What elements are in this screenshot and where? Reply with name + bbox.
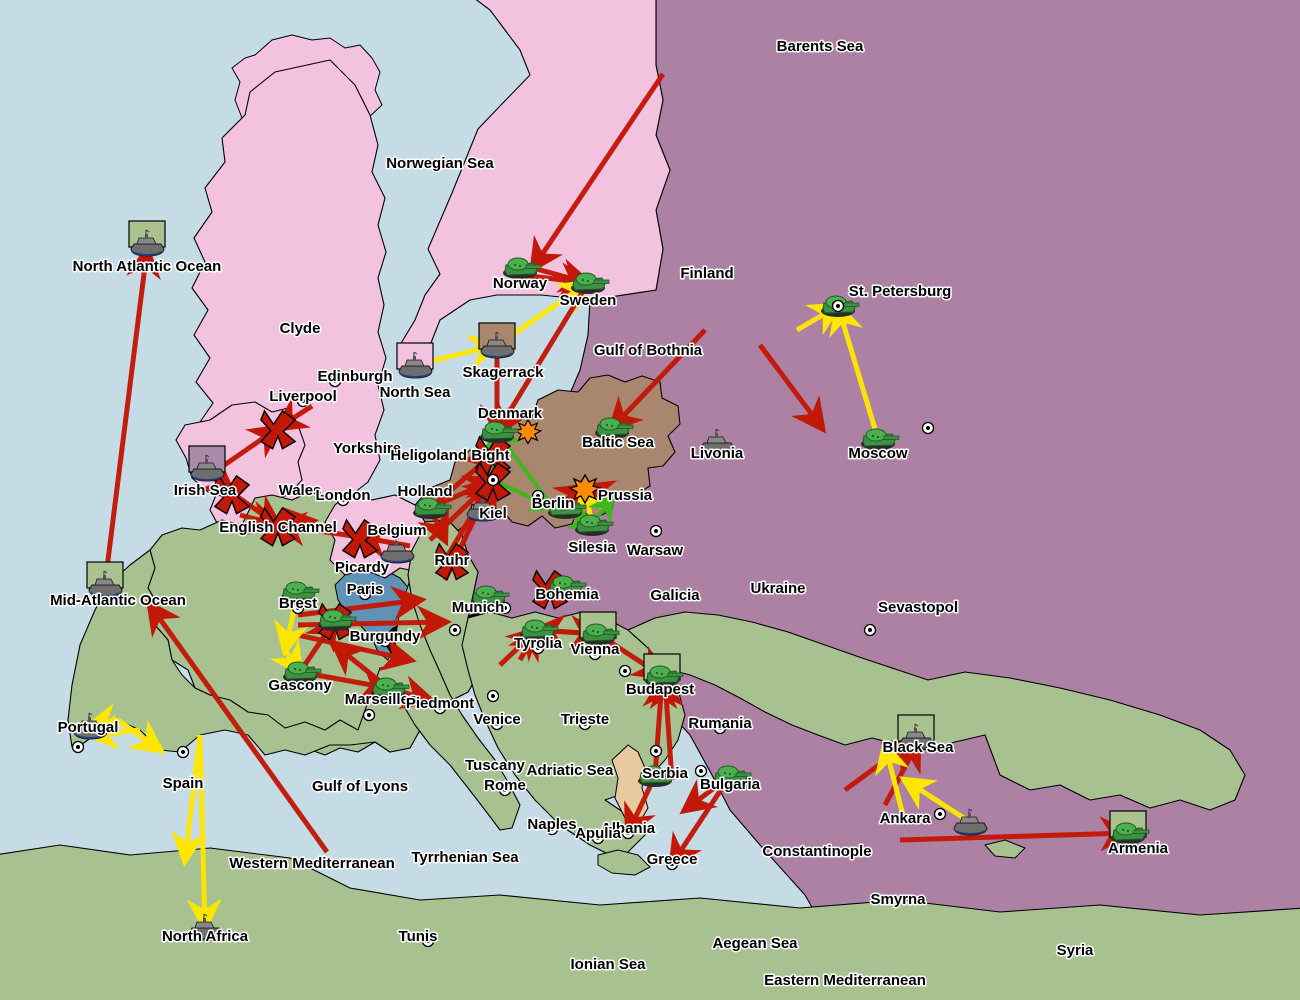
- svg-text:Piedmont: Piedmont: [406, 695, 474, 712]
- svg-text:London: London: [316, 487, 371, 504]
- svg-text:Tuscany: Tuscany: [465, 757, 525, 774]
- svg-text:Irish Sea: Irish Sea: [174, 482, 237, 499]
- svg-text:Sweden: Sweden: [560, 292, 617, 309]
- svg-text:North Sea: North Sea: [380, 384, 452, 401]
- svg-text:Budapest: Budapest: [626, 681, 694, 698]
- svg-text:Spain: Spain: [163, 775, 204, 792]
- svg-text:Gascony: Gascony: [268, 677, 332, 694]
- svg-text:English Channel: English Channel: [219, 519, 337, 536]
- svg-text:North Atlantic Ocean: North Atlantic Ocean: [73, 258, 222, 275]
- svg-text:Moscow: Moscow: [848, 445, 908, 462]
- svg-text:Belgium: Belgium: [367, 522, 426, 539]
- svg-text:Paris: Paris: [347, 581, 384, 598]
- svg-text:Western Mediterranean: Western Mediterranean: [229, 855, 395, 872]
- svg-text:Ruhr: Ruhr: [435, 552, 470, 569]
- svg-text:Aegean Sea: Aegean Sea: [712, 935, 798, 952]
- svg-text:Brest: Brest: [279, 595, 317, 612]
- svg-text:Baltic Sea: Baltic Sea: [582, 434, 654, 451]
- svg-text:Prussia: Prussia: [598, 487, 653, 504]
- svg-text:Berlin: Berlin: [532, 495, 575, 512]
- svg-text:Rumania: Rumania: [688, 715, 752, 732]
- svg-text:Bohemia: Bohemia: [535, 586, 599, 603]
- svg-text:Burgundy: Burgundy: [350, 628, 421, 645]
- svg-text:Rome: Rome: [484, 777, 526, 794]
- svg-text:Smyrna: Smyrna: [870, 891, 926, 908]
- svg-text:Serbia: Serbia: [642, 765, 689, 782]
- svg-text:Greece: Greece: [647, 851, 698, 868]
- svg-text:Adriatic Sea: Adriatic Sea: [527, 762, 614, 779]
- svg-text:Tunis: Tunis: [399, 928, 438, 945]
- svg-text:Mid-Atlantic Ocean: Mid-Atlantic Ocean: [50, 592, 186, 609]
- svg-text:Finland: Finland: [680, 265, 733, 282]
- svg-text:Norway: Norway: [493, 275, 548, 292]
- svg-text:Barents Sea: Barents Sea: [777, 38, 864, 55]
- svg-text:Gulf of Lyons: Gulf of Lyons: [312, 778, 408, 795]
- svg-text:Venice: Venice: [473, 711, 521, 728]
- svg-text:Kiel: Kiel: [479, 505, 507, 522]
- svg-text:North Africa: North Africa: [162, 928, 249, 945]
- svg-text:Portugal: Portugal: [58, 719, 119, 736]
- svg-text:Constantinople: Constantinople: [762, 843, 871, 860]
- svg-text:Armenia: Armenia: [1108, 840, 1169, 857]
- svg-text:Galicia: Galicia: [650, 587, 700, 604]
- svg-text:Gulf of Bothnia: Gulf of Bothnia: [594, 342, 703, 359]
- svg-text:Norwegian Sea: Norwegian Sea: [386, 155, 494, 172]
- svg-text:Vienna: Vienna: [571, 641, 621, 658]
- svg-text:Livonia: Livonia: [691, 445, 744, 462]
- svg-text:Skagerrack: Skagerrack: [463, 364, 545, 381]
- svg-text:Heligoland Bight: Heligoland Bight: [390, 447, 509, 464]
- svg-text:Edinburgh: Edinburgh: [318, 368, 393, 385]
- svg-text:Eastern Mediterranean: Eastern Mediterranean: [764, 972, 926, 989]
- svg-text:Munich: Munich: [452, 599, 505, 616]
- svg-text:Denmark: Denmark: [478, 405, 543, 422]
- svg-text:Sevastopol: Sevastopol: [878, 599, 958, 616]
- svg-text:Apulia: Apulia: [575, 825, 621, 842]
- svg-text:Silesia: Silesia: [568, 539, 616, 556]
- svg-text:Ukraine: Ukraine: [750, 580, 805, 597]
- svg-text:Trieste: Trieste: [561, 711, 609, 728]
- svg-text:Naples: Naples: [527, 816, 576, 833]
- svg-text:St. Petersburg: St. Petersburg: [849, 283, 952, 300]
- svg-text:Tyrrhenian Sea: Tyrrhenian Sea: [411, 849, 519, 866]
- svg-text:Syria: Syria: [1057, 942, 1094, 959]
- svg-text:Holland: Holland: [398, 483, 453, 500]
- svg-text:Tyrolia: Tyrolia: [514, 635, 563, 652]
- svg-text:Ankara: Ankara: [880, 810, 932, 827]
- svg-text:Clyde: Clyde: [280, 320, 321, 337]
- svg-text:Bulgaria: Bulgaria: [700, 776, 761, 793]
- svg-text:Ionian Sea: Ionian Sea: [570, 956, 646, 973]
- svg-text:Black Sea: Black Sea: [883, 739, 955, 756]
- svg-text:Picardy: Picardy: [335, 559, 390, 576]
- svg-text:Warsaw: Warsaw: [627, 542, 683, 559]
- svg-text:Liverpool: Liverpool: [269, 388, 337, 405]
